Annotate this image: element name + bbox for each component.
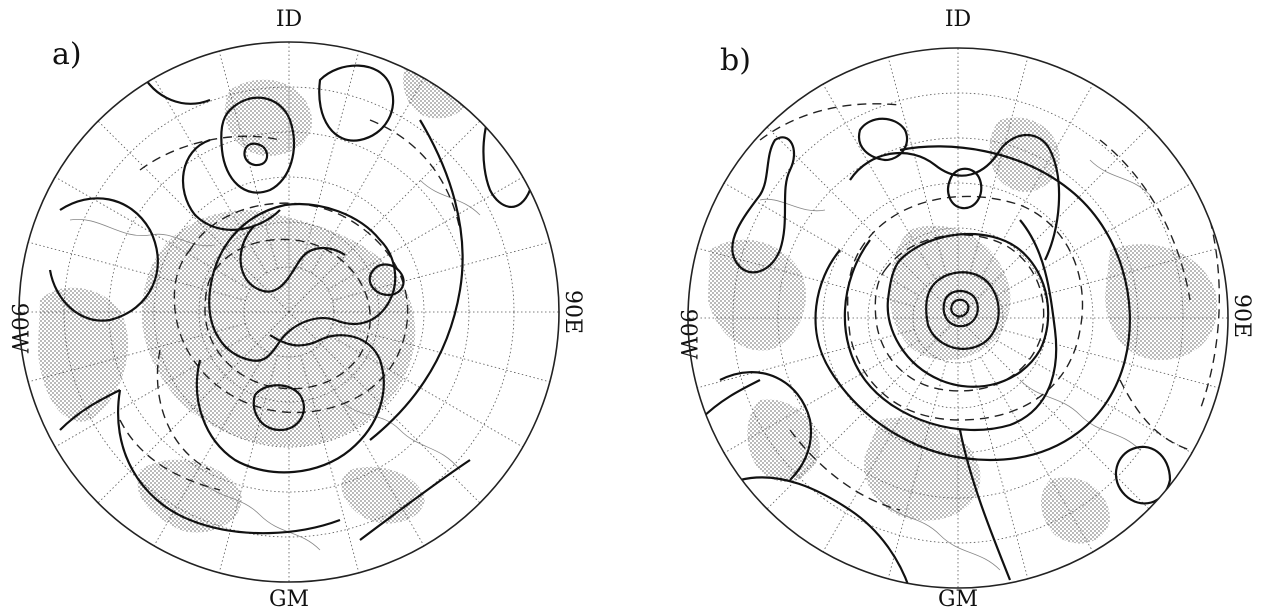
panel-b-meridian-line <box>697 247 915 307</box>
panel-a-meridian-line <box>288 120 481 313</box>
panel-b-dashed-contours <box>759 103 1220 511</box>
panel-b-meridians <box>688 48 1228 588</box>
panel-a-meridian-line <box>288 311 481 504</box>
panel-a-graticule <box>19 42 559 582</box>
panel-a-meridian-line <box>218 51 278 269</box>
panel-a-meridian-line <box>153 350 267 547</box>
panel-b-label: b) <box>720 43 751 78</box>
panel-b-meridian-line <box>822 356 936 553</box>
panel-b-meridian-line <box>887 361 947 579</box>
panel-a-meridian-line <box>28 323 246 383</box>
panel-a-meridian-line <box>153 77 267 274</box>
panel-a-meridian-line <box>327 176 524 290</box>
panel-b-meridian-line <box>996 182 1193 296</box>
panel-b: b) ID GM 90W 90E <box>675 7 1254 608</box>
panel-b-meridian-line <box>723 182 920 296</box>
panel-a-meridian-line <box>332 241 550 301</box>
panel-b-right-label: 90E <box>1229 294 1254 338</box>
panel-b-coastlines <box>759 159 1151 571</box>
panel-b-meridian-line <box>1001 247 1219 307</box>
panel-b-meridian-line <box>723 340 920 454</box>
panel-b-meridian-line <box>697 329 915 389</box>
panel-b-rim <box>687 47 1229 589</box>
panel-b-meridian-line <box>980 83 1094 280</box>
panel-b-graticule <box>688 48 1228 588</box>
panel-b-meridian-line <box>969 361 1029 579</box>
panel-a-label: a) <box>52 37 82 72</box>
panel-a-meridian-line <box>97 311 290 504</box>
panel-a-meridian-line <box>311 350 425 547</box>
panel-b-meridian-line <box>766 317 959 510</box>
panel-a-meridian-line <box>300 355 360 573</box>
panel-a-rim <box>18 41 560 583</box>
panel-a-meridian-line <box>97 120 290 313</box>
panel-a-top-label: ID <box>276 7 302 32</box>
panel-b-solid-contours <box>699 117 1172 588</box>
panel-b-meridian-line <box>969 57 1029 275</box>
panel-b-top-label: ID <box>945 7 971 32</box>
panel-a-meridian-line <box>311 77 425 274</box>
panel-b-meridian-line <box>766 126 959 319</box>
panel-a-meridian-line <box>218 355 278 573</box>
panel-b-bottom-label: GM <box>938 587 978 608</box>
panel-a-meridian-line <box>54 334 251 448</box>
panel-a: a) ID GM 90W 90E <box>6 7 585 608</box>
panel-a-meridians <box>19 42 559 582</box>
panel-a-right-label: 90E <box>560 290 585 334</box>
panel-a-shading <box>38 57 470 533</box>
panel-b-meridian-line <box>1001 329 1219 389</box>
panel-a-bottom-label: GM <box>269 587 309 608</box>
panel-a-meridian-line <box>300 51 360 269</box>
panel-b-shading <box>708 117 1218 544</box>
